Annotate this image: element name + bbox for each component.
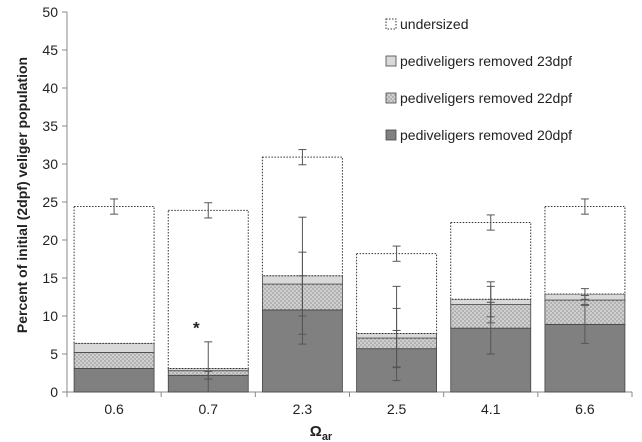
x-tick-label: 0.7 bbox=[199, 401, 219, 417]
x-axis-label: Ωar bbox=[310, 423, 333, 442]
bar-segment bbox=[73, 368, 155, 393]
bar-segment bbox=[544, 206, 626, 295]
x-tick-label: 0.6 bbox=[104, 401, 124, 417]
y-tick-label: 45 bbox=[42, 42, 58, 58]
y-axis: 0 5 10 15 20 25 30 35 40 45 50 bbox=[42, 4, 68, 400]
legend-swatch bbox=[385, 129, 397, 141]
legend-label: pediveligers removed 22dpf bbox=[400, 90, 572, 106]
legend-swatch bbox=[385, 92, 397, 104]
bar-segment bbox=[73, 342, 155, 353]
y-axis-label: Percent of initial (2dpf) veliger popula… bbox=[14, 57, 30, 333]
legend-label: pediveligers removed 20dpf bbox=[400, 127, 572, 143]
y-tick-label: 15 bbox=[42, 270, 58, 286]
y-tick-label: 35 bbox=[42, 118, 58, 134]
legend-swatch bbox=[385, 18, 397, 30]
x-axis-label-sub: ar bbox=[322, 431, 333, 442]
y-tick-label: 20 bbox=[42, 232, 58, 248]
legend-swatch bbox=[385, 55, 397, 67]
x-axis: 0.6 0.7 2.3 2.5 4.1 6.6 bbox=[66, 391, 633, 417]
annotations: * bbox=[193, 319, 200, 338]
x-tick-label: 4.1 bbox=[481, 401, 501, 417]
significance-asterisk: * bbox=[193, 319, 200, 338]
y-tick-label: 40 bbox=[42, 80, 58, 96]
x-axis-label-main: Ω bbox=[310, 423, 322, 440]
y-tick-label: 5 bbox=[50, 346, 58, 362]
bar-segment bbox=[73, 206, 155, 344]
legend-label: undersized bbox=[400, 16, 469, 32]
legend-label: pediveligers removed 23dpf bbox=[400, 53, 572, 69]
y-tick-label: 0 bbox=[50, 384, 58, 400]
x-tick-label: 6.6 bbox=[575, 401, 595, 417]
legend: undersized pediveligers removed 23dpf pedi… bbox=[385, 16, 572, 143]
bar-segment bbox=[73, 352, 155, 369]
y-tick-label: 30 bbox=[42, 156, 58, 172]
x-tick-label: 2.5 bbox=[387, 401, 407, 417]
x-tick-label: 2.3 bbox=[293, 401, 313, 417]
y-tick-label: 10 bbox=[42, 308, 58, 324]
y-tick-label: 25 bbox=[42, 194, 58, 210]
error-bars bbox=[110, 149, 589, 393]
y-tick-label: 50 bbox=[42, 4, 58, 20]
bars bbox=[73, 156, 626, 393]
